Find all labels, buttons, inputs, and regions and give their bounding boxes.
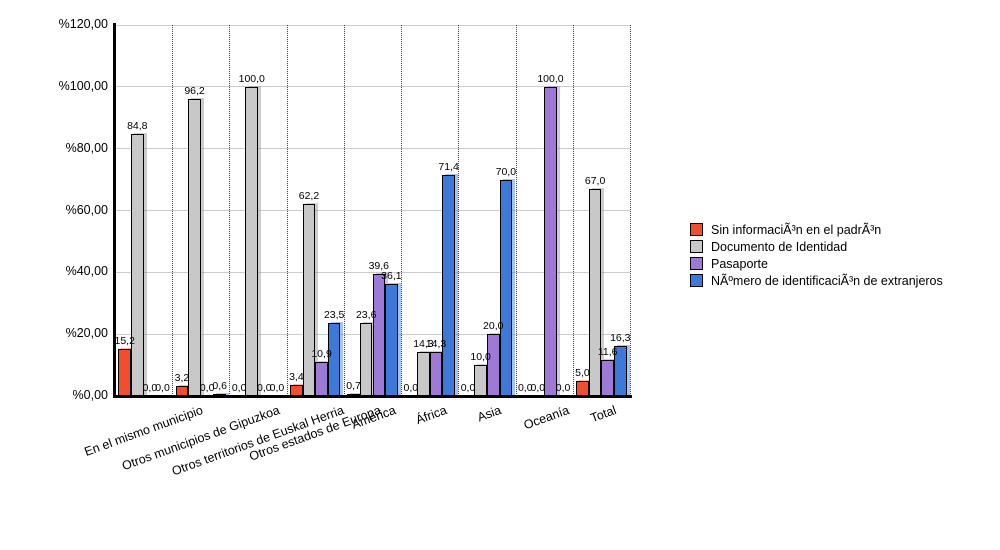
bar-value-label: 39,6 xyxy=(368,259,390,272)
legend-item: Pasaporte xyxy=(690,255,943,272)
legend-swatch-purple-icon xyxy=(690,257,703,270)
bar-value-label: 70,0 xyxy=(495,165,517,178)
legend-item: Documento de Identidad xyxy=(690,238,943,255)
bar xyxy=(544,86,557,396)
category-separator xyxy=(229,25,231,396)
legend-item: NÃºmero de identificaciÃ³n de extranjero… xyxy=(690,272,943,289)
bar-value-label: 3,2 xyxy=(174,372,190,385)
bar-value-label: 0,0 xyxy=(269,382,285,394)
bar xyxy=(245,86,259,396)
legend: Sin informaciÃ³n en el padrÃ³n Documento… xyxy=(690,221,943,289)
bar-value-label: 96,2 xyxy=(184,84,205,97)
bar-value-label: 67,0 xyxy=(584,174,606,187)
bar-value-label: 10,9 xyxy=(311,348,332,361)
legend-swatch-blue-icon xyxy=(690,274,703,287)
y-gridline xyxy=(115,24,630,26)
bar-value-label: 20,0 xyxy=(483,320,504,333)
y-axis-tick-label: %60,00 xyxy=(65,202,108,217)
bar-value-label: 0,0 xyxy=(555,382,571,394)
y-axis-tick-label: %100,00 xyxy=(58,78,108,93)
legend-swatch-gray-icon xyxy=(690,240,703,253)
y-axis-tick-label: %20,00 xyxy=(65,326,108,341)
bar-value-label: 100,0 xyxy=(537,72,564,85)
category-separator xyxy=(343,25,345,396)
bar-value-label: 0,7 xyxy=(346,379,361,392)
category-separator xyxy=(401,25,403,396)
bar-value-label: 3,4 xyxy=(289,371,304,384)
bar-value-label: 100,0 xyxy=(238,72,265,85)
bar xyxy=(442,175,455,396)
bar-value-label: 71,4 xyxy=(438,161,459,174)
x-axis-category-label: África xyxy=(414,403,450,428)
category-separator xyxy=(572,25,574,396)
x-axis-line xyxy=(113,395,632,398)
legend-label: Pasaporte xyxy=(711,256,768,271)
y-axis-tick-label: %80,00 xyxy=(65,140,108,155)
x-axis-category-label: Asia xyxy=(475,403,503,425)
bar xyxy=(302,203,316,396)
bar xyxy=(131,133,144,396)
y-axis-line xyxy=(113,23,116,398)
bar-value-label: 0,0 xyxy=(517,382,533,394)
bar xyxy=(372,273,386,396)
bar-value-label: 0,0 xyxy=(155,382,170,394)
bar-value-label: 84,8 xyxy=(127,119,148,132)
bar xyxy=(588,188,602,396)
bar-value-label: 14,3 xyxy=(425,337,447,350)
bar xyxy=(499,179,513,396)
bar-value-label: 0,0 xyxy=(231,382,247,394)
bar-value-label: 0,0 xyxy=(199,382,215,394)
bar-value-label: 0,0 xyxy=(142,382,158,394)
bar-value-label: 15,2 xyxy=(114,335,135,347)
y-gridline xyxy=(115,148,630,150)
x-axis-category-label: Total xyxy=(588,403,619,426)
legend-label: Documento de Identidad xyxy=(711,239,848,254)
y-axis-tick-label: %120,00 xyxy=(58,17,108,31)
bar-value-label: 0,0 xyxy=(530,382,546,394)
bar-value-label: 62,2 xyxy=(298,189,320,202)
category-separator xyxy=(630,25,631,396)
bar-value-label: 23,5 xyxy=(323,309,345,322)
y-gridline xyxy=(115,210,630,211)
x-axis-category-label: Oceanía xyxy=(521,403,571,433)
category-separator xyxy=(172,25,174,396)
bar-value-label: 36,1 xyxy=(381,270,402,283)
category-separator xyxy=(458,25,460,396)
y-axis-tick-label: %0,00 xyxy=(72,388,108,402)
bar-value-label: 11,6 xyxy=(597,346,618,359)
bar-value-label: 23,6 xyxy=(355,309,377,322)
bar-value-label: 14,3 xyxy=(413,337,434,350)
legend-label: Sin informaciÃ³n en el padrÃ³n xyxy=(711,222,882,237)
bar-value-label: 0,0 xyxy=(460,382,476,394)
legend-item: Sin informaciÃ³n en el padrÃ³n xyxy=(690,221,943,238)
y-axis-tick-label: %40,00 xyxy=(65,264,108,279)
bar-value-label: 0,0 xyxy=(403,382,419,394)
category-separator xyxy=(286,25,288,396)
bar xyxy=(385,284,398,396)
bar xyxy=(188,98,201,396)
bar-value-label: 5,0 xyxy=(575,366,590,379)
bar-value-label: 0,0 xyxy=(257,382,272,394)
legend-swatch-red-icon xyxy=(690,223,703,236)
y-gridline xyxy=(115,86,630,88)
bar-value-label: 10,0 xyxy=(470,351,491,364)
legend-label: NÃºmero de identificaciÃ³n de extranjero… xyxy=(711,273,943,288)
category-separator xyxy=(515,25,517,396)
y-gridline xyxy=(115,271,630,273)
bar-value-label: 0,6 xyxy=(212,380,228,393)
bar-value-label: 16,3 xyxy=(610,331,631,344)
